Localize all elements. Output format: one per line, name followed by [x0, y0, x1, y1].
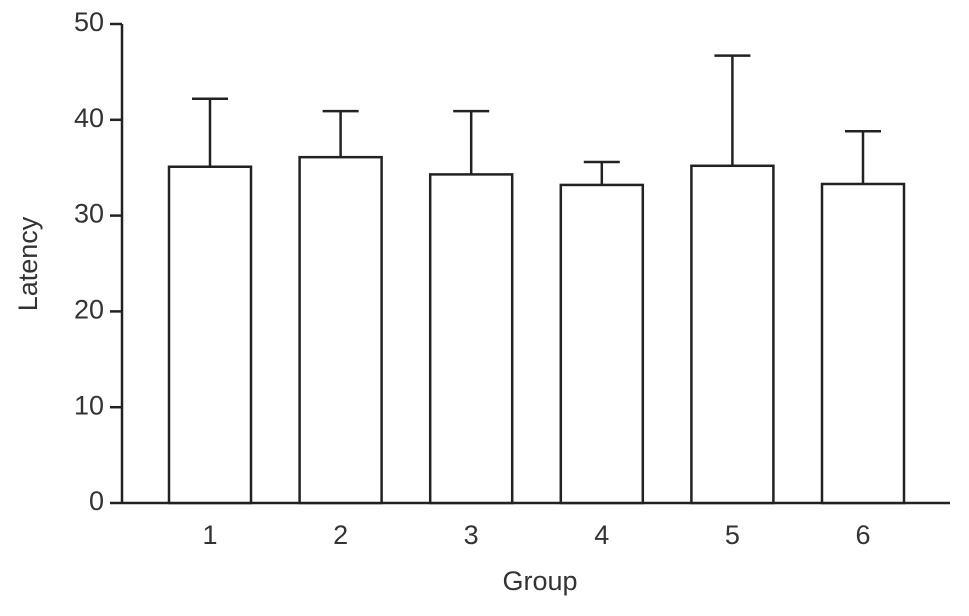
- bar: [820, 182, 906, 505]
- bar: [167, 165, 253, 505]
- bar: [559, 183, 645, 505]
- y-tick-label: 50: [74, 7, 104, 37]
- y-tick-label: 10: [74, 390, 104, 420]
- x-tick-label: 6: [855, 520, 870, 550]
- x-tick-label: 2: [333, 520, 348, 550]
- y-tick-label: 30: [74, 199, 104, 229]
- x-tick-label: 4: [594, 520, 609, 550]
- bar: [690, 164, 775, 505]
- x-tick-label: 1: [202, 520, 217, 550]
- y-axis-label: Latency: [13, 216, 43, 311]
- x-axis-label: Group: [502, 566, 577, 596]
- y-tick-label: 40: [74, 103, 104, 133]
- bar: [428, 173, 514, 505]
- x-tick-label: 5: [725, 520, 740, 550]
- x-tick-label: 3: [464, 520, 479, 550]
- y-tick-label: 20: [74, 295, 104, 325]
- bar: [298, 155, 383, 505]
- y-tick-label: 0: [89, 486, 104, 516]
